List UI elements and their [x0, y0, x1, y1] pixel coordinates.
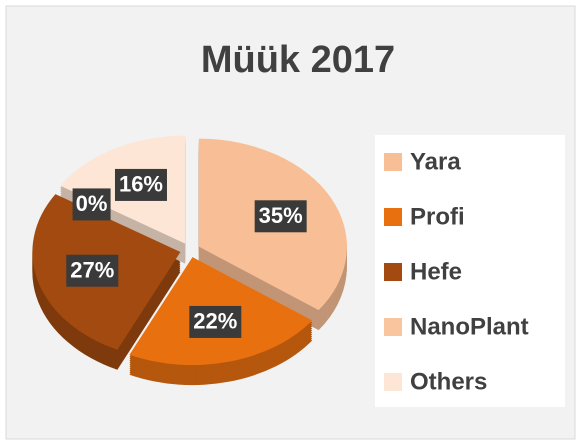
data-label-box: [189, 305, 242, 338]
legend-label: NanoPlant: [410, 313, 529, 340]
legend-box: [375, 135, 565, 407]
legend-swatch: [384, 373, 402, 391]
slice: [56, 188, 182, 247]
legend-swatch: [384, 153, 402, 171]
data-label-box: [114, 168, 167, 201]
legend-swatch: [384, 263, 402, 281]
data-label-box: [72, 188, 111, 221]
legend-label: Profi: [410, 203, 465, 230]
data-label: 22%: [193, 309, 237, 334]
data-label: 16%: [119, 172, 163, 197]
data-label-box: [66, 254, 119, 287]
data-label: 0%: [76, 191, 108, 216]
legend-label: Others: [410, 368, 487, 395]
data-labels: 35% 22% 27% 0% 16%: [66, 168, 307, 338]
legend-label: Hefe: [410, 258, 462, 285]
legend-swatch: [384, 208, 402, 226]
legend-swatch: [384, 318, 402, 336]
legend-label: Yara: [410, 148, 461, 175]
data-label: 35%: [259, 203, 303, 228]
chart-title: Müük 2017: [201, 39, 395, 81]
legend: Yara Profi Hefe NanoPlant Others: [384, 148, 529, 395]
pie: [32, 135, 347, 386]
data-label: 27%: [70, 258, 114, 283]
data-label-box: [254, 200, 307, 233]
